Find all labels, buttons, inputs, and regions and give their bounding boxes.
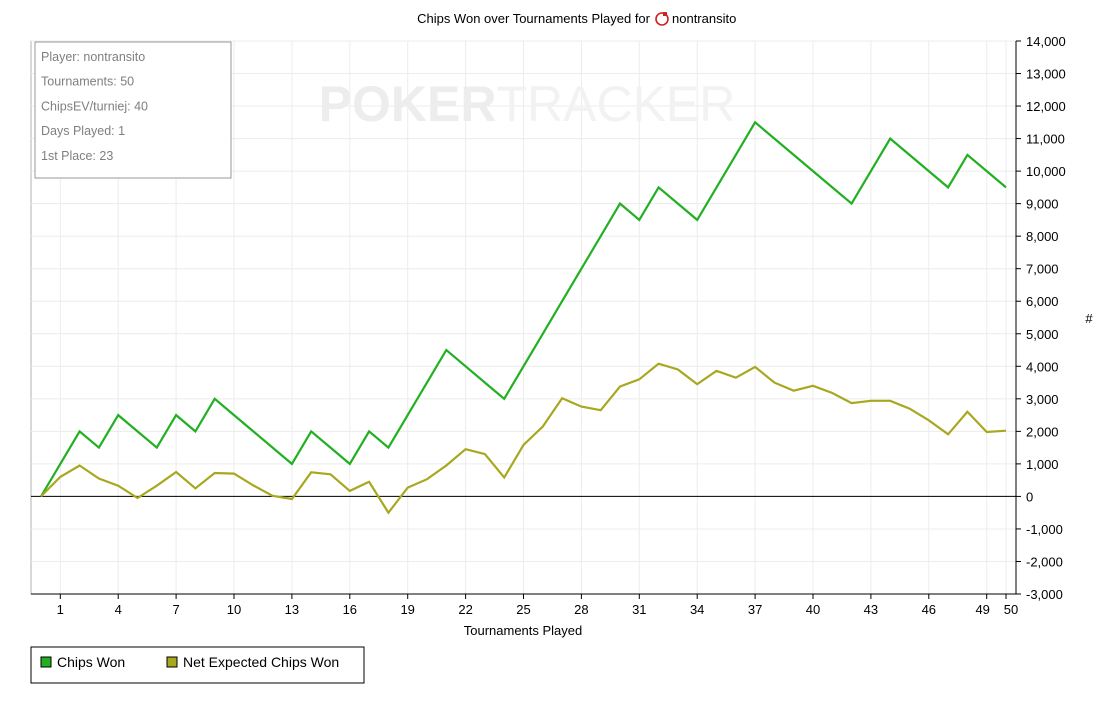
x-tick-label: 50	[1004, 602, 1018, 617]
y-tick-label: 1,000	[1026, 457, 1059, 472]
x-tick-label: 46	[922, 602, 936, 617]
y-tick-label: 8,000	[1026, 229, 1059, 244]
y-tick-label: 13,000	[1026, 67, 1066, 82]
x-tick-label: 13	[285, 602, 299, 617]
legend-swatch	[166, 656, 178, 668]
info-box-line: ChipsEV/turniej: 40	[41, 99, 148, 113]
y-tick-label: 6,000	[1026, 294, 1059, 309]
legend-label: Net Expected Chips Won	[183, 654, 339, 670]
info-box-line: 1st Place: 23	[41, 149, 113, 163]
x-axis-label: Tournaments Played	[464, 623, 583, 638]
legend: Chips Won Net Expected Chips Won	[30, 646, 365, 684]
y-tick-label: -2,000	[1026, 554, 1063, 569]
info-box-frame	[34, 41, 232, 179]
y-tick-label: 14,000	[1026, 34, 1066, 49]
legend-swatch	[40, 656, 52, 668]
y-tick-label: 3,000	[1026, 392, 1059, 407]
series-line-chips-won	[40, 120, 1007, 497]
y-tick-label: -1,000	[1026, 522, 1063, 537]
y-tick-label: -3,000	[1026, 587, 1063, 602]
y-axis: -3,000 -2,000 -1,000 0 1,000 2,000 3,000 4,000 5…	[1015, 34, 1066, 602]
x-tick-label: 16	[343, 602, 357, 617]
series-layer	[40, 120, 1007, 515]
x-tick-label: 25	[516, 602, 530, 617]
x-tick-label: 22	[458, 602, 472, 617]
y-tick-label: 12,000	[1026, 99, 1066, 114]
y-tick-label: 9,000	[1026, 197, 1059, 212]
series-line-net-expected-chips-won	[40, 362, 1007, 515]
x-tick-label: 40	[806, 602, 820, 617]
info-box: Player: nontransito Tournaments: 50 ChipsE…	[34, 41, 232, 179]
x-axis: 1 4 7 10 13 16 19 22 25 28 31 34 37 40 43 46 49 50	[31, 593, 1018, 617]
y-tick-label: 5,000	[1026, 327, 1059, 342]
y-tick-label: 7,000	[1026, 262, 1059, 277]
x-tick-label: 31	[632, 602, 646, 617]
x-tick-label: 49	[975, 602, 989, 617]
y-tick-label: 4,000	[1026, 359, 1059, 374]
y-tick-label: 10,000	[1026, 164, 1066, 179]
y-axis-label: #	[1085, 311, 1093, 326]
legend-frame	[30, 646, 365, 684]
y-tick-label: 2,000	[1026, 424, 1059, 439]
player-icon-ring	[655, 12, 669, 26]
y-tick-label: 0	[1026, 489, 1033, 504]
x-tick-label: 43	[864, 602, 878, 617]
player-icon	[655, 12, 669, 26]
info-box-line: Player: nontransito	[41, 50, 145, 64]
x-tick-label: 19	[400, 602, 414, 617]
grid	[31, 40, 1016, 595]
x-tick-label: 37	[748, 602, 762, 617]
chart-title: Chips Won over Tournaments Played for	[417, 11, 651, 26]
watermark: POKERTRACKER	[319, 76, 736, 132]
info-box-line: Tournaments: 50	[41, 75, 134, 89]
chart-title-player: nontransito	[672, 11, 736, 26]
x-tick-label: 10	[227, 602, 241, 617]
y-tick-label: 11,000	[1026, 132, 1065, 147]
x-tick-label: 34	[690, 602, 704, 617]
x-tick-label: 4	[115, 602, 122, 617]
x-tick-label: 28	[574, 602, 588, 617]
player-icon-mark	[663, 12, 667, 16]
info-box-line: Days Played: 1	[41, 124, 125, 138]
x-tick-label: 1	[57, 602, 64, 617]
x-tick-label: 7	[172, 602, 179, 617]
legend-label: Chips Won	[57, 654, 125, 670]
